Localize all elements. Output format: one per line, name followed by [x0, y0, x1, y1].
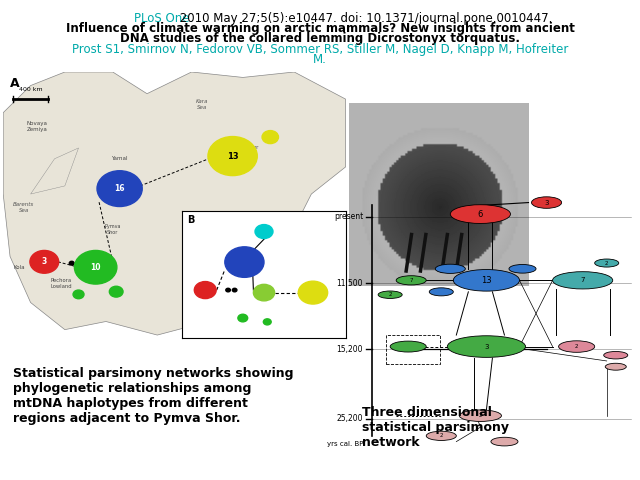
Text: 2: 2 [479, 413, 482, 418]
Circle shape [253, 284, 275, 301]
Circle shape [255, 225, 273, 239]
Circle shape [109, 286, 123, 297]
Text: Prost S1, Smirnov N, Fedorov VB, Sommer RS, Stiller M, Nagel D, Knapp M, Hofreit: Prost S1, Smirnov N, Fedorov VB, Sommer … [72, 43, 568, 56]
Text: 2: 2 [388, 292, 392, 297]
Text: Pymva
Shor: Pymva Shor [104, 224, 121, 235]
Text: 2: 2 [440, 433, 443, 438]
Text: Barents
Sea: Barents Sea [13, 202, 35, 213]
Text: Three dimensional
statistical parsimony
network: Three dimensional statistical parsimony … [362, 406, 509, 449]
Ellipse shape [426, 431, 456, 441]
Ellipse shape [491, 437, 518, 446]
Text: 16: 16 [115, 184, 125, 193]
Ellipse shape [460, 410, 502, 421]
Text: 2010 May 27;5(5):e10447. doi: 10.1371/journal.pone.0010447.: 2010 May 27;5(5):e10447. doi: 10.1371/jo… [176, 12, 552, 25]
Text: 2: 2 [575, 344, 579, 349]
Text: M.: M. [313, 53, 327, 66]
Ellipse shape [509, 264, 536, 273]
Text: 3: 3 [484, 344, 489, 349]
Circle shape [225, 247, 264, 277]
Circle shape [30, 251, 59, 273]
Text: 11,500: 11,500 [337, 279, 363, 288]
Ellipse shape [451, 204, 511, 224]
Circle shape [73, 290, 84, 299]
Circle shape [208, 136, 257, 176]
Ellipse shape [531, 197, 562, 208]
Text: Taimyr: Taimyr [241, 145, 259, 150]
Ellipse shape [435, 264, 465, 274]
Ellipse shape [396, 276, 426, 285]
Text: 25,200: 25,200 [337, 414, 363, 423]
Ellipse shape [605, 363, 627, 370]
Text: 7: 7 [410, 278, 413, 283]
Text: DNA studies of the collared lemming Dicrostonyx torquatus.: DNA studies of the collared lemming Dicr… [120, 32, 520, 45]
Text: 13: 13 [227, 152, 239, 161]
Text: Influence of climate warming on arctic mammals? New insights from ancient: Influence of climate warming on arctic m… [65, 22, 575, 35]
Text: 13: 13 [481, 276, 492, 285]
Text: 3: 3 [42, 257, 47, 266]
Text: 400 km: 400 km [19, 87, 42, 92]
Circle shape [195, 282, 216, 299]
Text: Yamal: Yamal [111, 156, 128, 161]
Text: Pechora
Lowland: Pechora Lowland [51, 278, 72, 289]
Bar [386, 335, 440, 364]
Circle shape [74, 251, 117, 284]
Text: yrs cal. BP: yrs cal. BP [326, 442, 363, 447]
Circle shape [97, 171, 142, 206]
Polygon shape [3, 72, 346, 335]
Text: 7: 7 [580, 277, 585, 283]
Circle shape [238, 314, 248, 322]
Circle shape [263, 319, 271, 325]
Text: Novaya
Zemiya: Novaya Zemiya [27, 121, 48, 132]
Text: 6: 6 [477, 210, 483, 218]
Ellipse shape [595, 259, 619, 267]
Ellipse shape [559, 341, 595, 352]
Ellipse shape [453, 269, 520, 291]
Circle shape [69, 261, 74, 265]
Text: present: present [334, 213, 363, 221]
Text: PLoS One.: PLoS One. [134, 12, 193, 25]
Text: B: B [188, 215, 195, 225]
Text: 15,200: 15,200 [337, 345, 363, 354]
Text: 3: 3 [544, 200, 549, 205]
Text: 10: 10 [90, 263, 101, 272]
Text: A: A [10, 77, 20, 90]
Ellipse shape [390, 341, 426, 352]
Text: Statistical parsimony networks showing
phylogenetic relationships among
mtDNA ha: Statistical parsimony networks showing p… [13, 367, 293, 425]
Text: Kola: Kola [13, 265, 25, 270]
Ellipse shape [378, 291, 402, 299]
Ellipse shape [429, 288, 453, 296]
Circle shape [298, 281, 328, 304]
Circle shape [262, 131, 278, 144]
Ellipse shape [552, 272, 612, 289]
Text: 2: 2 [605, 261, 609, 265]
Ellipse shape [604, 351, 628, 359]
Circle shape [232, 288, 237, 292]
Circle shape [226, 288, 230, 292]
Text: West Siberian
Lowland: West Siberian Lowland [244, 243, 282, 254]
Ellipse shape [447, 336, 525, 357]
Text: Kara
Sea: Kara Sea [196, 99, 208, 110]
Polygon shape [31, 148, 79, 194]
Circle shape [76, 262, 81, 266]
